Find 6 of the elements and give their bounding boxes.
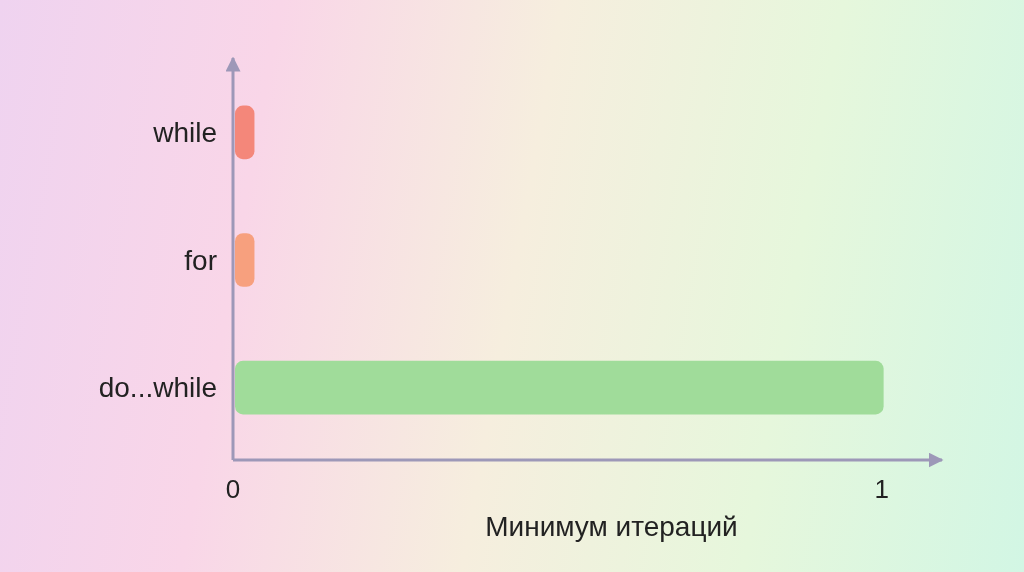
y-tick-label: for — [184, 244, 217, 276]
x-tick-label: 1 — [874, 474, 889, 504]
y-tick-label: do...while — [98, 372, 217, 404]
x-axis-title: Минимум итераций — [485, 511, 738, 542]
y-tick-label: while — [152, 116, 217, 148]
x-tick-label: 0 — [225, 474, 241, 504]
